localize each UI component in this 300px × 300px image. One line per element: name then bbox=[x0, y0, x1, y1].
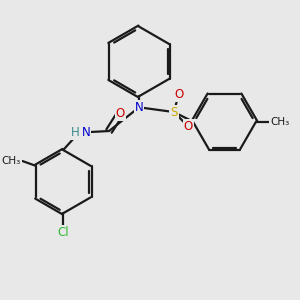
Text: N: N bbox=[135, 101, 143, 114]
Text: HN: HN bbox=[70, 126, 88, 139]
Text: O: O bbox=[116, 107, 125, 120]
Text: CH₃: CH₃ bbox=[2, 156, 21, 166]
Text: CH₃: CH₃ bbox=[270, 116, 290, 127]
Text: Cl: Cl bbox=[57, 226, 69, 239]
Text: N: N bbox=[82, 126, 90, 139]
Text: O: O bbox=[174, 88, 183, 101]
Text: S: S bbox=[170, 106, 178, 118]
Text: O: O bbox=[184, 120, 193, 133]
Text: H: H bbox=[71, 126, 80, 139]
